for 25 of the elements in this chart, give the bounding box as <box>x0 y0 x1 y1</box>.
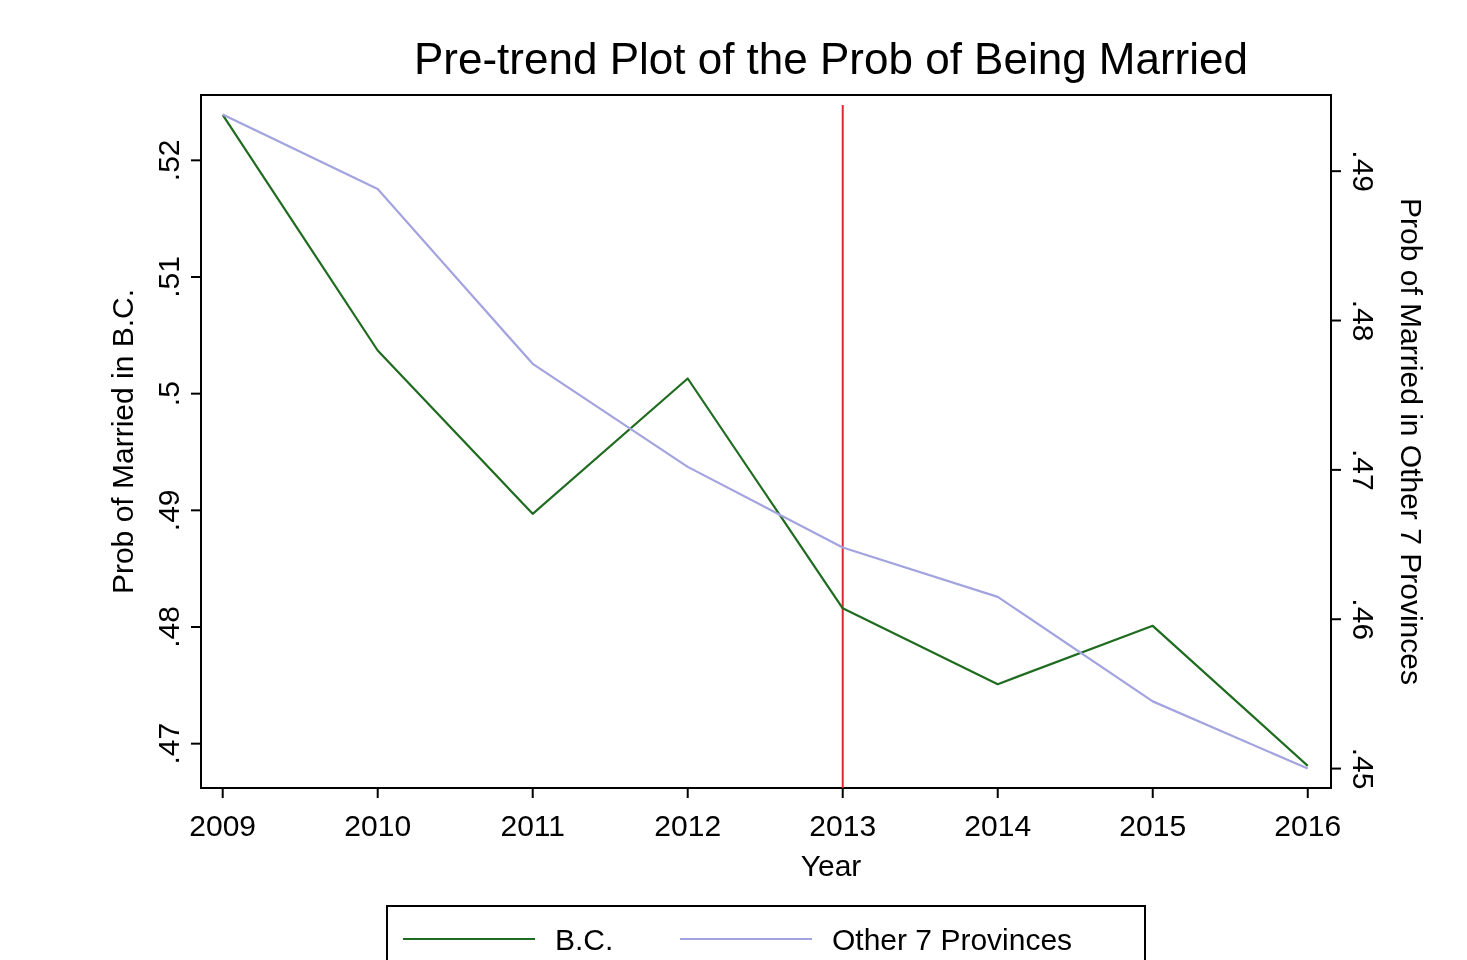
x-tick-label: 2010 <box>344 809 412 842</box>
y2-axis-title: Prob of Married in Other 7 Provinces <box>1395 198 1428 685</box>
y2-tick-label: .47 <box>1347 449 1380 491</box>
x-tick-label: 2013 <box>809 809 877 842</box>
legend-label: Other 7 Provinces <box>832 923 1073 956</box>
x-axis-title: Year <box>800 849 862 882</box>
y-tick-label: .52 <box>152 139 185 182</box>
chart-title: Pre-trend Plot of the Prob of Being Married <box>414 34 1248 83</box>
y-tick-label: .51 <box>152 256 185 298</box>
x-tick-label: 2011 <box>500 809 565 842</box>
x-tick-label: 2009 <box>189 809 257 842</box>
y-tick-label: .47 <box>152 722 185 765</box>
x-tick-label: 2016 <box>1274 809 1342 842</box>
y-axis-title: Prob of Married in B.C. <box>106 288 139 595</box>
y-tick-label: .5 <box>152 381 185 407</box>
x-tick-label: 2014 <box>964 809 1032 842</box>
legend-label: B.C. <box>555 923 614 956</box>
y-tick-label: .48 <box>152 606 185 648</box>
y-tick-label: .49 <box>152 489 185 532</box>
x-tick-label: 2012 <box>654 809 722 842</box>
x-tick-label: 2015 <box>1119 809 1187 842</box>
y2-tick-label: .45 <box>1347 747 1380 790</box>
y2-tick-label: .48 <box>1347 299 1380 342</box>
y2-tick-label: .46 <box>1347 598 1380 641</box>
y2-tick-label: .49 <box>1347 150 1380 193</box>
